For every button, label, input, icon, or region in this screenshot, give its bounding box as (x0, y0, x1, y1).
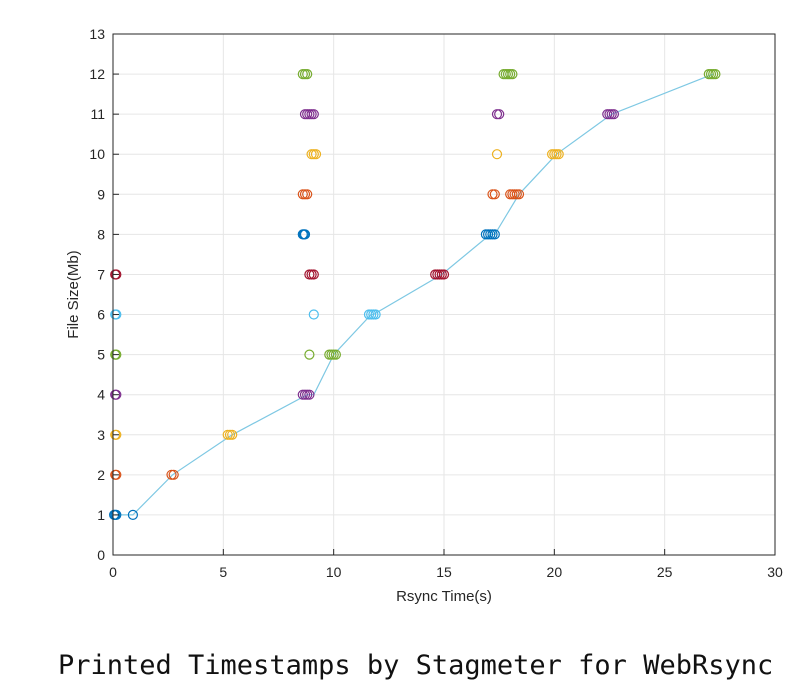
data-point (302, 68, 313, 80)
data-point (304, 389, 315, 400)
data-point (111, 269, 122, 280)
x-tick-labels: 0 5 10 15 20 25 30 (109, 564, 783, 580)
x-tick-label: 30 (767, 564, 783, 580)
x-tick-label: 0 (109, 564, 117, 580)
data-point (494, 109, 505, 120)
data-point (111, 509, 122, 521)
data-point (553, 149, 564, 160)
y-tick-label: 3 (97, 427, 105, 443)
axes (112, 33, 776, 556)
data-point (111, 349, 122, 360)
data-point (127, 509, 138, 521)
data-point (168, 469, 179, 480)
data-point (111, 309, 122, 320)
connecting-line (115, 73, 714, 516)
grid-lines (112, 33, 776, 556)
data-point (302, 189, 313, 200)
y-tick-label: 13 (89, 26, 105, 42)
x-axis-label: Rsync Time(s) (396, 588, 492, 605)
y-tick-label: 4 (97, 387, 105, 403)
y-tick-label: 5 (97, 347, 105, 363)
y-tick-label: 6 (97, 307, 105, 323)
data-point (308, 109, 319, 120)
data-point (710, 68, 721, 80)
y-tick-label: 8 (97, 226, 105, 242)
y-tick-label: 11 (90, 106, 105, 122)
data-point (308, 269, 319, 280)
data-point (491, 149, 503, 160)
figure-caption: Printed Timestamps by Stagmeter for WebR… (58, 650, 774, 681)
y-tick-label: 10 (89, 146, 105, 162)
y-tick-label: 2 (97, 467, 105, 483)
data-point (299, 229, 311, 240)
data-point (227, 429, 238, 440)
y-tick-label: 1 (97, 507, 105, 523)
y-tick-label: 12 (89, 66, 105, 82)
x-tick-label: 20 (547, 564, 563, 580)
data-point (489, 229, 500, 240)
data-point (489, 189, 500, 200)
data-point (304, 349, 315, 360)
data-point (507, 68, 518, 80)
x-tick-label: 25 (657, 564, 673, 580)
data-point (438, 269, 450, 280)
y-tick-label: 7 (97, 266, 105, 282)
y-tick-label: 9 (97, 186, 105, 202)
data-point (111, 429, 122, 440)
y-tick-label: 0 (97, 547, 105, 563)
series-line (115, 73, 714, 516)
data-point (513, 189, 525, 200)
data-point (608, 109, 620, 120)
x-tick-label: 10 (326, 564, 342, 580)
data-point (308, 309, 319, 320)
data-point (111, 469, 122, 480)
data-point (370, 309, 381, 320)
data-point (330, 349, 341, 360)
data-point (111, 389, 122, 400)
data-point (310, 149, 322, 160)
x-tick-label: 5 (219, 564, 227, 580)
x-tick-label: 15 (436, 564, 452, 580)
y-axis-label: File Size(Mb) (65, 250, 82, 338)
data-points (108, 68, 721, 521)
